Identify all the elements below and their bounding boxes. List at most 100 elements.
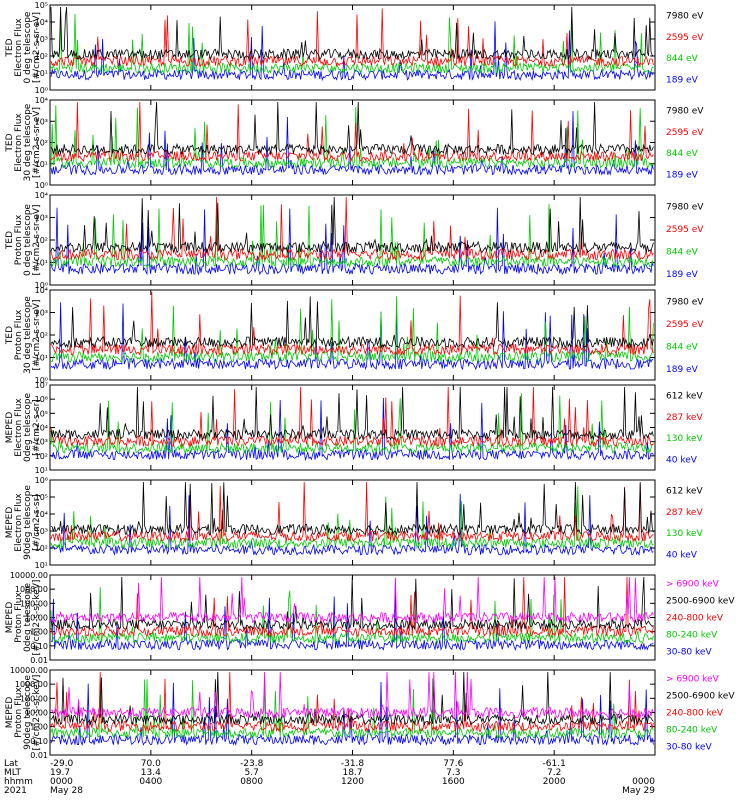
legend-entry: 844 eV [666,54,699,64]
x-tick-hhmm: 1600 [442,777,465,787]
legend-entry: 2595 eV [666,225,704,235]
series-4 [50,386,654,441]
ytick-label: 10⁴ [35,18,48,27]
series-2 [50,587,654,645]
series-4 [50,296,654,350]
ylabel-line: [#/cm2-s-sr] [32,494,42,551]
legend-entry: 2500-6900 keV [666,692,735,702]
series-3 [50,386,654,448]
legend-entry: 130 keV [666,434,703,444]
legend-entry: 2595 eV [666,128,704,138]
series-4 [50,481,654,536]
ylabel-line: 30 deg telescope [23,103,33,181]
x-row-label: MLT [4,768,22,778]
ytick-label: 1000.00 [15,585,48,594]
ytick-label: 10⁰ [35,181,48,190]
x-tick-lat: 77.6 [443,759,463,769]
panel-6: 10¹ 10² 10³ 10⁴ 10⁵ 10⁶ MEPED Electron Flux 90de… [5,476,703,570]
legend-entry: 240-800 keV [666,709,724,719]
series-1 [50,21,654,82]
ytick-label: 0.10 [30,737,48,746]
series-4 [50,196,654,254]
x-tick-hhmm: 0000 [632,777,655,787]
legend-entry: 287 keV [666,508,703,518]
series-2 [50,393,654,455]
ylabel-line: Electron Flux [14,18,24,77]
ylabel-line: MEPED [5,412,15,444]
ytick-label: 10⁴ [35,424,48,433]
ytick-label: 10³ [35,117,48,126]
legend-entry: 7980 eV [666,107,704,117]
ylabel-line: TED [5,133,15,152]
x-tick-date: May 29 [622,786,655,796]
ytick-label: 10² [35,544,48,553]
ylabel-line: 0deg telescope [23,393,33,463]
ytick-label: 10² [35,452,48,461]
legend-entry: 189 eV [666,365,699,375]
series-2 [50,296,654,364]
ylabel-line: TED [5,38,15,57]
series-2 [50,486,654,550]
x-tick-lat: -61.1 [543,759,566,769]
panel-5: 10¹ 10² 10³ 10⁴ 10⁵ 10⁶ 10⁷ MEPED Electron Flux 0… [5,381,703,475]
x-tick-lat: -29.0 [50,759,74,769]
x-tick-mlt: 7.2 [547,768,561,778]
ylabel-line: Proton Flux [14,592,24,643]
x-tick-date: May 28 [50,786,83,796]
legend-entry: 7980 eV [666,297,704,307]
ylabel-line: 90deg telescope [23,675,33,750]
series-1 [50,302,654,371]
ytick-label: 10¹ [35,561,48,570]
x-tick-lat: -23.8 [240,759,264,769]
ytick-label: 10³ [35,35,48,44]
ytick-label: 10² [35,52,48,61]
ylabel-line: Proton Flux [14,687,24,738]
ytick-label: 10² [35,139,48,148]
ylabel-line: Electron Flux [14,493,24,552]
ytick-label: 10³ [35,214,48,223]
ylabel-line: Electron Flux [14,113,24,172]
legend-entry: 2595 eV [666,33,704,43]
legend-entry: 612 keV [666,487,703,497]
ylabel-line: TED [5,326,15,345]
legend-entry: > 6900 keV [666,675,720,685]
ytick-label: 10⁵ [35,1,48,10]
legend-entry: 40 keV [666,550,698,560]
ytick-label: 10³ [35,309,48,318]
ytick-label: 10⁷ [35,381,48,390]
x-tick-hhmm: 1200 [341,777,364,787]
ylabel-line: 90deg telescope [23,485,33,560]
legend-entry: 7980 eV [666,202,704,212]
panel-8: 0.01 0.10 1.00 10.00 100.00 1000.00 10000.00 ME… [5,666,735,760]
legend-entry: 189 eV [666,170,699,180]
ylabel-line: 0 deg telescope [23,11,33,83]
ytick-label: 10⁵ [35,409,48,418]
ylabel-line: [#/cm2-s-sr-eV] [32,107,42,178]
ytick-label: 100.00 [20,599,48,608]
x-tick-hhmm: 0400 [139,777,162,787]
legend-entry: 40 keV [666,455,698,465]
x-tick-hhmm: 0000 [50,777,73,787]
x-tick-hhmm: 0800 [240,777,263,787]
ytick-label: 1.00 [30,723,48,732]
panel-7: 0.01 0.10 1.00 10.00 100.00 1000.00 10000.00 ME… [5,571,735,665]
legend-entry: 130 keV [666,529,703,539]
series-4 [50,671,654,726]
ytick-label: 10¹ [35,69,48,78]
ytick-label: 0.10 [30,642,48,651]
ytick-label: 10⁶ [35,395,48,404]
x-tick-mlt: 7.3 [446,768,460,778]
ytick-label: 10⁴ [35,191,48,200]
ytick-label: 10⁵ [35,493,48,502]
ytick-label: 10³ [35,438,48,447]
panel-2: 10⁰ 10¹ 10² 10³ 10⁴ TED Electron Flux 30 deg te… [5,96,704,190]
series-1 [50,397,654,462]
ylabel-line: [#/cm2-s-sr-eV] [32,205,42,276]
ytick-label: 10¹ [35,160,48,169]
ylabel-line: [#/cm2-s-sr-keV] [32,675,42,751]
ytick-label: 10000.00 [10,571,48,580]
ytick-label: 10¹ [35,354,48,363]
ylabel-line: MEPED [5,507,15,539]
ytick-label: 10⁴ [35,510,48,519]
